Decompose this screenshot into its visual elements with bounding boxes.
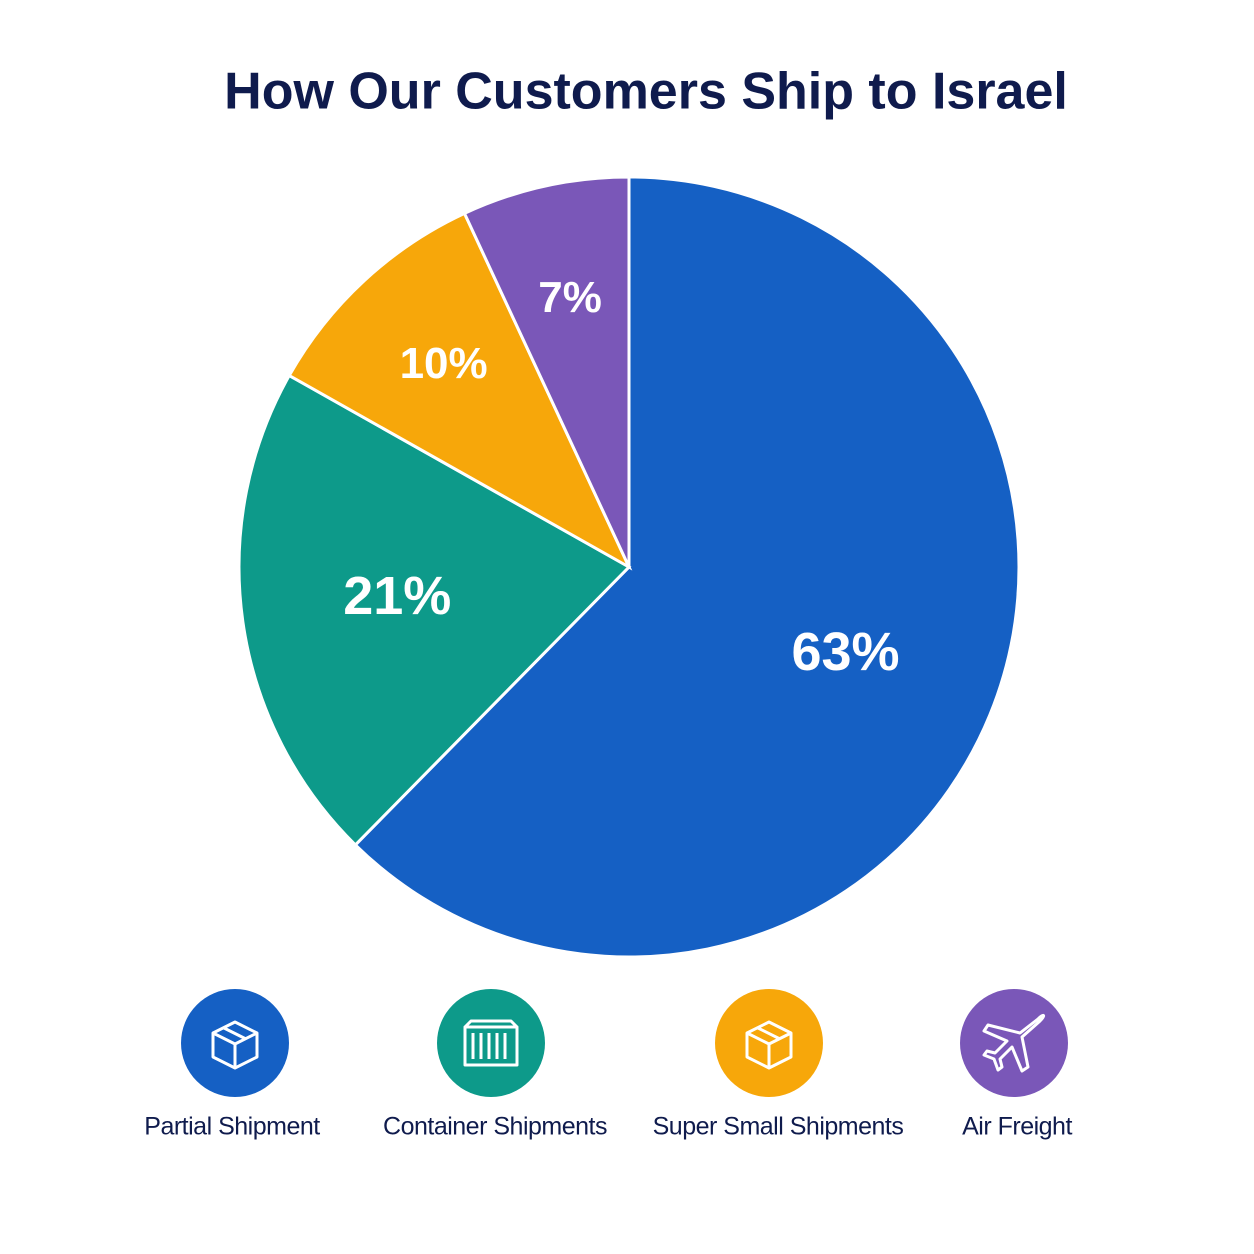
legend-icon [982, 1013, 1046, 1073]
pie-slice [237, 373, 632, 848]
pie-slice [287, 211, 633, 571]
slice-label: 21% [343, 566, 451, 626]
chart-title: How Our Customers Ship to Israel [224, 63, 1068, 121]
legend-icon [211, 1020, 259, 1070]
legend-icon [463, 1019, 519, 1067]
slice-label: 7% [538, 273, 602, 322]
legend-label: Air Freight [962, 1113, 1072, 1141]
pie-slice [353, 175, 1021, 959]
legend-icon-bg [437, 989, 545, 1097]
legend-label: Container Shipments [383, 1113, 607, 1141]
slice-label: 10% [400, 339, 488, 388]
legend-label: Super Small Shipments [653, 1113, 904, 1141]
legend-icon [745, 1020, 793, 1070]
slice-label: 63% [791, 622, 899, 682]
pie-slice [462, 175, 631, 568]
legend-label: Partial Shipment [144, 1113, 320, 1141]
legend-icon-bg [960, 989, 1068, 1097]
